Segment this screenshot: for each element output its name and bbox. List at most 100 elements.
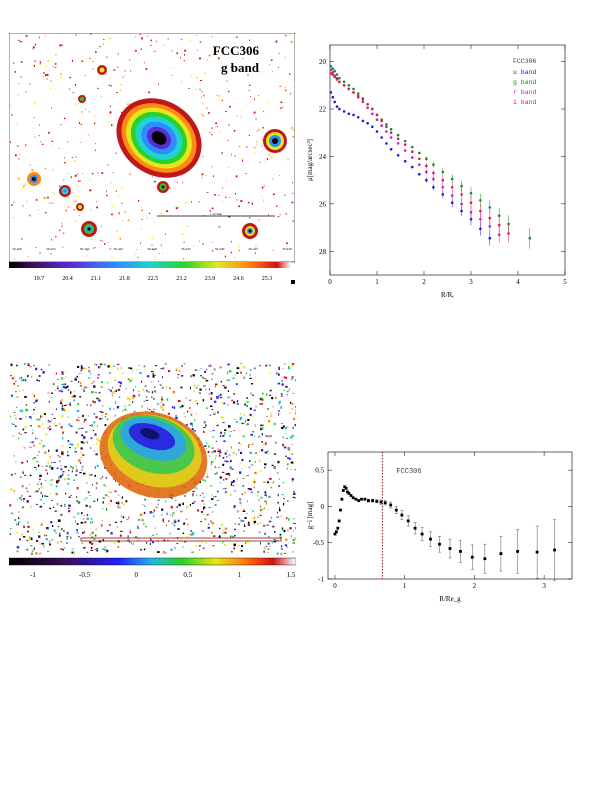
noise-speck <box>85 108 86 110</box>
color-noise-speck <box>205 389 207 391</box>
color-noise-speck <box>208 393 210 395</box>
color-noise-speck <box>95 482 98 485</box>
noise-speck <box>255 118 257 120</box>
color-noise-speck <box>200 375 202 377</box>
color-noise-speck <box>222 385 225 387</box>
color-noise-speck <box>249 451 252 454</box>
color-noise-speck <box>189 399 191 401</box>
color-noise-speck <box>269 389 272 392</box>
color-noise-speck <box>211 498 214 500</box>
color-noise-speck <box>292 496 295 498</box>
color-noise-speck <box>292 551 294 553</box>
noise-speck <box>277 216 280 218</box>
noise-speck <box>14 70 16 73</box>
noise-speck <box>107 242 109 243</box>
color-noise-speck <box>89 424 92 426</box>
data-point <box>389 136 393 139</box>
ra-tick-label: 56.425 <box>248 247 258 251</box>
color-noise-speck <box>30 545 33 547</box>
color-noise-speck <box>44 413 46 415</box>
noise-speck <box>56 66 58 68</box>
color-noise-speck <box>215 440 218 442</box>
noise-speck <box>270 156 273 158</box>
data-point <box>469 218 473 221</box>
color-noise-speck <box>246 405 249 407</box>
noise-speck <box>177 206 180 208</box>
color-noise-speck <box>205 424 207 427</box>
color-noise-speck <box>96 425 98 427</box>
noise-speck <box>224 255 227 258</box>
color-noise-speck <box>199 545 201 547</box>
color-noise-speck <box>211 461 214 463</box>
data-point <box>507 232 510 235</box>
color-noise-speck <box>200 511 203 513</box>
color-noise-speck <box>36 379 39 381</box>
noise-speck <box>47 60 50 62</box>
data-point <box>396 142 400 145</box>
color-noise-speck <box>259 509 262 512</box>
noise-speck <box>249 39 251 41</box>
color-noise-speck <box>235 421 239 423</box>
data-point <box>488 236 492 240</box>
color-noise-speck <box>177 376 179 379</box>
color-noise-speck <box>233 430 235 431</box>
color-noise-speck <box>127 539 130 542</box>
color-noise-speck <box>101 417 104 420</box>
noise-speck <box>45 65 47 67</box>
color-noise-speck <box>88 474 91 476</box>
color-noise-speck <box>70 536 72 539</box>
color-noise-speck <box>58 390 62 392</box>
data-point <box>385 130 388 133</box>
color-noise-speck <box>81 434 84 437</box>
noise-speck <box>51 107 52 109</box>
color-noise-speck <box>260 427 262 431</box>
color-noise-speck <box>236 478 238 480</box>
color-noise-speck <box>26 539 28 542</box>
data-point <box>406 519 410 523</box>
color-noise-speck <box>172 390 175 394</box>
color-noise-speck <box>246 405 248 406</box>
color-noise-speck <box>259 512 261 515</box>
color-noise-speck <box>173 406 176 409</box>
color-noise-speck <box>93 500 96 502</box>
noise-speck <box>86 250 88 251</box>
noise-speck <box>13 201 15 203</box>
color-noise-speck <box>132 394 136 397</box>
color-noise-speck <box>263 547 266 549</box>
data-point <box>432 171 435 175</box>
color-noise-speck <box>91 536 94 539</box>
color-noise-speck <box>246 541 250 544</box>
color-noise-speck <box>39 442 41 445</box>
color-noise-speck <box>293 530 294 532</box>
color-noise-speck <box>93 450 96 452</box>
noise-speck <box>151 244 153 246</box>
color-noise-speck <box>240 371 242 374</box>
color-noise-speck <box>283 529 286 533</box>
color-noise-speck <box>80 366 83 370</box>
data-point <box>403 149 407 152</box>
data-point <box>347 84 351 87</box>
color-noise-speck <box>66 535 68 538</box>
noise-speck <box>268 154 271 156</box>
color-noise-speck <box>229 434 231 437</box>
noise-speck <box>238 249 241 252</box>
color-noise-speck <box>172 511 175 513</box>
color-noise-speck <box>90 437 93 440</box>
noise-speck <box>62 246 64 248</box>
color-noise-speck <box>224 429 227 431</box>
color-noise-speck <box>253 520 257 523</box>
color-noise-speck <box>40 368 43 371</box>
color-noise-speck <box>247 521 250 524</box>
color-noise-speck <box>228 425 231 428</box>
noise-speck <box>101 226 102 227</box>
color-noise-speck <box>211 409 214 410</box>
color-noise-speck <box>104 546 106 548</box>
noise-speck <box>228 124 230 126</box>
color-noise-speck <box>283 389 286 391</box>
color-noise-speck <box>282 436 285 439</box>
color-noise-speck <box>211 447 214 449</box>
noise-speck <box>55 236 57 238</box>
data-point <box>366 106 369 110</box>
color-noise-speck <box>291 481 293 483</box>
color-noise-speck <box>169 532 171 535</box>
